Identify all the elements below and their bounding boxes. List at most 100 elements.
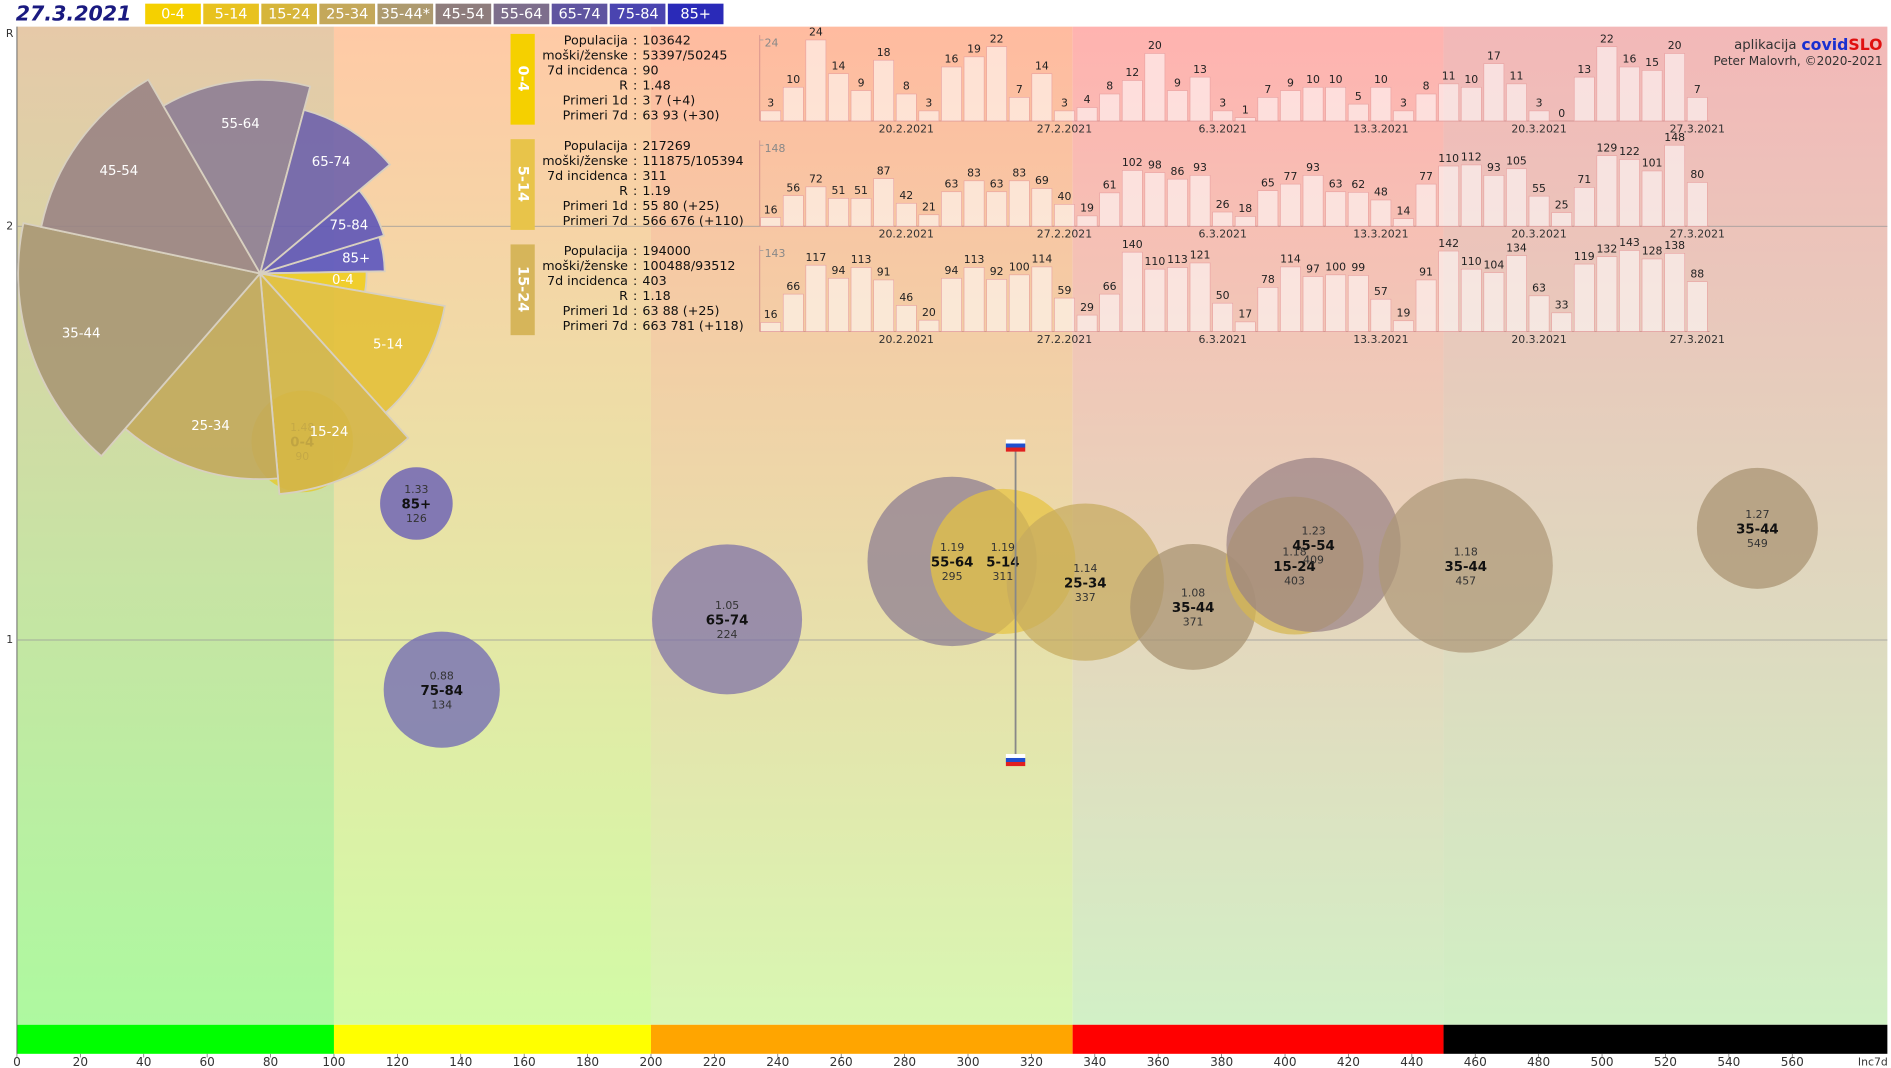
info-value: 100488/93512 xyxy=(642,258,735,273)
x-tick-label: 40 xyxy=(136,1055,151,1068)
bar xyxy=(805,186,827,227)
bar-value-label: 83 xyxy=(1012,167,1026,180)
polar-sector xyxy=(123,271,280,480)
bar-value-label: 24 xyxy=(809,26,823,39)
info-separator: : xyxy=(633,168,637,183)
bar-value-label: 94 xyxy=(832,264,846,277)
bar-value-label: 69 xyxy=(1035,174,1049,187)
bar-value-label: 33 xyxy=(1555,299,1569,312)
bar xyxy=(1257,287,1279,332)
y-tick-label: 143 xyxy=(765,247,786,260)
info-separator: : xyxy=(633,258,637,273)
bar xyxy=(1664,253,1686,332)
info-separator: : xyxy=(633,213,637,228)
info-value: 63 88 (+25) xyxy=(642,303,719,318)
bar xyxy=(986,279,1008,332)
bar-value-label: 87 xyxy=(877,164,891,177)
bubble-inc: 549 xyxy=(1747,537,1768,550)
bar-value-label: 93 xyxy=(1306,161,1320,174)
bubble-r: 1.18 xyxy=(1282,545,1306,558)
info-separator: : xyxy=(633,48,637,63)
bar xyxy=(1008,180,1030,227)
x-tick-label: 27.2.2021 xyxy=(1037,122,1092,135)
bar-value-label: 20 xyxy=(1668,39,1682,52)
bar-value-label: 104 xyxy=(1483,258,1504,271)
info-separator: : xyxy=(633,273,637,288)
bubble-inc: 403 xyxy=(1284,574,1305,587)
bar xyxy=(1415,279,1437,332)
bar-value-label: 93 xyxy=(1487,161,1501,174)
bubble xyxy=(1130,544,1257,670)
slovenia-flag xyxy=(1005,439,1026,444)
info-value: 1.48 xyxy=(642,78,670,93)
bar xyxy=(986,46,1008,122)
credit: aplikacija covidSLO xyxy=(1734,34,1882,53)
bar-value-label: 3 xyxy=(1219,97,1226,110)
bar-value-label: 26 xyxy=(1216,198,1230,211)
bubble-name: 25-34 xyxy=(1064,576,1107,591)
slovenia-flag xyxy=(1005,757,1026,763)
bar xyxy=(1234,321,1256,332)
bar xyxy=(1031,73,1053,122)
bar xyxy=(1302,175,1324,227)
bar-value-label: 16 xyxy=(764,203,778,216)
bubble xyxy=(1226,457,1401,632)
polar-label: 75-84 xyxy=(330,218,369,233)
y-tick-label: 148 xyxy=(765,142,786,155)
bar-value-label: 3 xyxy=(1536,97,1543,110)
zone-strip xyxy=(650,1024,1073,1054)
bar-value-label: 114 xyxy=(1031,253,1052,266)
bar xyxy=(1596,46,1618,122)
bar-value-label: 50 xyxy=(1216,289,1230,302)
bar xyxy=(1438,250,1460,332)
bar-value-label: 8 xyxy=(1423,80,1430,93)
legend-label: 5-14 xyxy=(215,7,248,23)
legend-label: 85+ xyxy=(680,7,711,23)
info-label: Primeri 1d xyxy=(563,93,628,108)
bar xyxy=(1438,83,1460,122)
bar-value-label: 102 xyxy=(1122,156,1143,169)
bar xyxy=(1528,295,1550,332)
bar-value-label: 11 xyxy=(1442,70,1456,83)
bar-value-label: 63 xyxy=(1329,178,1343,191)
bar xyxy=(1460,86,1482,122)
info-separator: : xyxy=(633,138,637,153)
info-label: Primeri 7d xyxy=(563,213,628,228)
bar xyxy=(1370,86,1392,122)
bar xyxy=(1099,293,1121,332)
bubble xyxy=(1378,478,1553,653)
bar xyxy=(963,56,985,122)
bar-value-label: 7 xyxy=(1694,83,1701,96)
info-label: moški/ženske xyxy=(542,48,628,63)
info-value: 1.19 xyxy=(642,183,670,198)
bar xyxy=(850,267,872,332)
info-separator: : xyxy=(633,318,637,333)
bubble-name: 35-44 xyxy=(1172,601,1215,616)
bar-value-label: 86 xyxy=(1171,165,1185,178)
bar-value-label: 100 xyxy=(1009,261,1030,274)
x-tick-label: 360 xyxy=(1147,1055,1170,1068)
info-separator: : xyxy=(633,78,637,93)
bar xyxy=(1302,86,1324,122)
age-tag xyxy=(510,139,535,230)
bubble-r: 1.27 xyxy=(1745,508,1769,521)
x-tick-label: 100 xyxy=(322,1055,345,1068)
bar-value-label: 0 xyxy=(1558,107,1565,120)
bubble-inc: 337 xyxy=(1075,591,1096,604)
bar-value-label: 113 xyxy=(1167,253,1188,266)
bar xyxy=(1506,83,1527,122)
bar xyxy=(828,73,849,122)
bar xyxy=(1144,172,1166,227)
bar-value-label: 59 xyxy=(1058,284,1072,297)
x-tick-label: 180 xyxy=(576,1055,599,1068)
x-tick-label: 27.3.2021 xyxy=(1670,122,1725,135)
info-label: Populacija xyxy=(564,243,628,258)
bar xyxy=(828,198,849,227)
bar xyxy=(1167,178,1188,227)
bar-value-label: 12 xyxy=(1125,66,1139,79)
bar xyxy=(1076,215,1098,227)
x-tick-label: 27.2.2021 xyxy=(1037,228,1092,241)
bar xyxy=(963,180,985,227)
bar xyxy=(1573,76,1595,122)
